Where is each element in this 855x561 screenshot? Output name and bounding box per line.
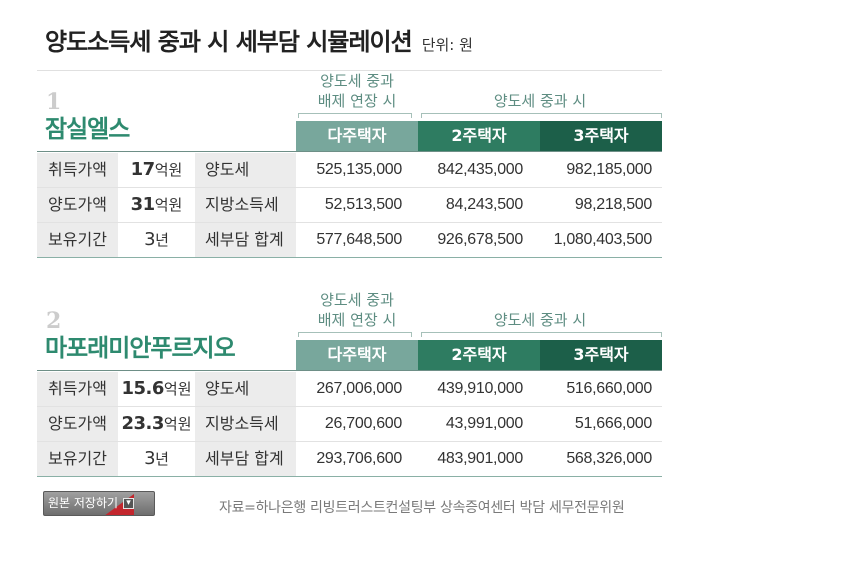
source-credit: 자료=하나은행 리빙트러스트컨설팅부 상속증여센터 박담 세무전문위원 — [219, 500, 625, 516]
property-value-cell: 31억원 — [120, 188, 193, 222]
property-value-number: 23.3 — [121, 413, 164, 434]
column-header-two-homes: 2주택자 — [418, 121, 540, 151]
unit-label: 단위: 원 — [421, 36, 473, 54]
column-header-two-homes: 2주택자 — [418, 340, 540, 370]
amount-three-homes: 982,185,000 — [566, 161, 652, 178]
table-top-rule — [37, 370, 662, 371]
property-value-unit: 년 — [155, 231, 169, 249]
property-value-cell: 3년 — [120, 442, 193, 476]
amount-multi-home: 525,135,000 — [316, 161, 402, 178]
group-header-heavy: 양도세 중과 시 — [493, 311, 587, 329]
group-bracket-heavy — [421, 332, 662, 337]
amount-multi-home: 52,513,500 — [324, 196, 402, 213]
amount-multi-home: 267,006,000 — [316, 380, 402, 397]
amount-two-homes: 842,435,000 — [437, 161, 523, 178]
dropdown-arrow-icon[interactable]: ▾ — [123, 498, 134, 509]
group-bracket-extension — [298, 113, 412, 118]
property-value-cell: 17억원 — [120, 153, 193, 187]
property-section-1: 1 잠실엘스 양도세 중과 배제 연장 시 양도세 중과 시 다주택자 2주택자… — [0, 70, 700, 260]
column-header-multi-home: 다주택자 — [296, 121, 418, 151]
save-original-button[interactable]: 원본 저장하기 ▾ — [43, 491, 155, 516]
property-value-cell: 15.6억원 — [120, 372, 193, 406]
section-number: 1 — [46, 89, 62, 115]
property-label-cell: 취득가액 — [37, 372, 118, 406]
property-label-cell: 양도가액 — [37, 188, 118, 222]
property-label-cell: 보유기간 — [37, 223, 118, 257]
property-value-number: 15.6 — [121, 378, 164, 399]
amount-three-homes: 516,660,000 — [566, 380, 652, 397]
property-section-2: 2 마포래미안푸르지오 양도세 중과 배제 연장 시 양도세 중과 시 다주택자… — [0, 289, 700, 479]
property-label-cell: 양도가액 — [37, 407, 118, 441]
table-bottom-rule — [37, 476, 662, 477]
table-row: 양도가액 31억원 지방소득세 52,513,500 84,243,500 98… — [0, 188, 700, 223]
amount-three-homes: 51,666,000 — [574, 415, 652, 432]
table-row: 보유기간 3년 세부담 합계 577,648,500 926,678,500 1… — [0, 223, 700, 258]
table-row: 양도가액 23.3억원 지방소득세 26,700,600 43,991,000 … — [0, 407, 700, 442]
property-value-number: 31 — [130, 194, 156, 215]
column-header-three-homes: 3주택자 — [540, 340, 662, 370]
tax-item-cell: 세부담 합계 — [195, 442, 296, 476]
amount-two-homes: 84,243,500 — [445, 196, 523, 213]
property-value-cell: 3년 — [120, 223, 193, 257]
group-bracket-extension — [298, 332, 412, 337]
amount-multi-home: 293,706,600 — [316, 450, 402, 467]
group-header-extension-line1: 양도세 중과 — [320, 72, 394, 90]
group-header-extension: 양도세 중과 배제 연장 시 — [296, 290, 418, 330]
property-value-number: 3 — [144, 229, 156, 250]
group-bracket-heavy — [421, 113, 662, 118]
page-title: 양도소득세 중과 시 세부담 시뮬레이션 — [45, 28, 413, 56]
property-value-unit: 억원 — [163, 380, 192, 398]
amount-multi-home: 26,700,600 — [324, 415, 402, 432]
amount-three-homes: 98,218,500 — [574, 196, 652, 213]
amount-three-homes: 568,326,000 — [566, 450, 652, 467]
property-value-cell: 23.3억원 — [120, 407, 193, 441]
tax-item-cell: 양도세 — [195, 153, 296, 187]
group-header-extension-line2: 배제 연장 시 — [317, 92, 397, 110]
column-header-three-homes: 3주택자 — [540, 121, 662, 151]
tax-item-cell: 지방소득세 — [195, 188, 296, 222]
table-row: 취득가액 17억원 양도세 525,135,000 842,435,000 98… — [0, 153, 700, 188]
group-header-heavy: 양도세 중과 시 — [493, 92, 587, 110]
property-value-unit: 억원 — [154, 196, 183, 214]
tax-item-cell: 지방소득세 — [195, 407, 296, 441]
group-header-extension: 양도세 중과 배제 연장 시 — [296, 71, 418, 111]
amount-multi-home: 577,648,500 — [316, 231, 402, 248]
property-name: 잠실엘스 — [45, 115, 130, 143]
column-header-multi-home: 다주택자 — [296, 340, 418, 370]
property-value-number: 17 — [130, 159, 156, 180]
title-bar: 양도소득세 중과 시 세부담 시뮬레이션 단위: 원 — [45, 22, 473, 57]
property-value-unit: 억원 — [154, 161, 183, 179]
property-label-cell: 취득가액 — [37, 153, 118, 187]
amount-two-homes: 43,991,000 — [445, 415, 523, 432]
table-bottom-rule — [37, 257, 662, 258]
property-label-cell: 보유기간 — [37, 442, 118, 476]
property-value-unit: 억원 — [163, 415, 192, 433]
property-value-number: 3 — [144, 448, 156, 469]
tax-item-cell: 세부담 합계 — [195, 223, 296, 257]
group-header-extension-line2: 배제 연장 시 — [317, 311, 397, 329]
property-name: 마포래미안푸르지오 — [45, 334, 236, 362]
section-number: 2 — [46, 308, 62, 334]
amount-three-homes: 1,080,403,500 — [553, 231, 653, 248]
table-row: 취득가액 15.6억원 양도세 267,006,000 439,910,000 … — [0, 372, 700, 407]
save-original-label: 원본 저장하기 — [48, 496, 119, 510]
amount-two-homes: 439,910,000 — [437, 380, 523, 397]
table-top-rule — [37, 151, 662, 152]
property-value-unit: 년 — [155, 450, 169, 468]
group-header-extension-line1: 양도세 중과 — [320, 291, 394, 309]
table-row: 보유기간 3년 세부담 합계 293,706,600 483,901,000 5… — [0, 442, 700, 477]
tax-item-cell: 양도세 — [195, 372, 296, 406]
amount-two-homes: 926,678,500 — [437, 231, 523, 248]
title-divider — [37, 70, 662, 71]
amount-two-homes: 483,901,000 — [437, 450, 523, 467]
